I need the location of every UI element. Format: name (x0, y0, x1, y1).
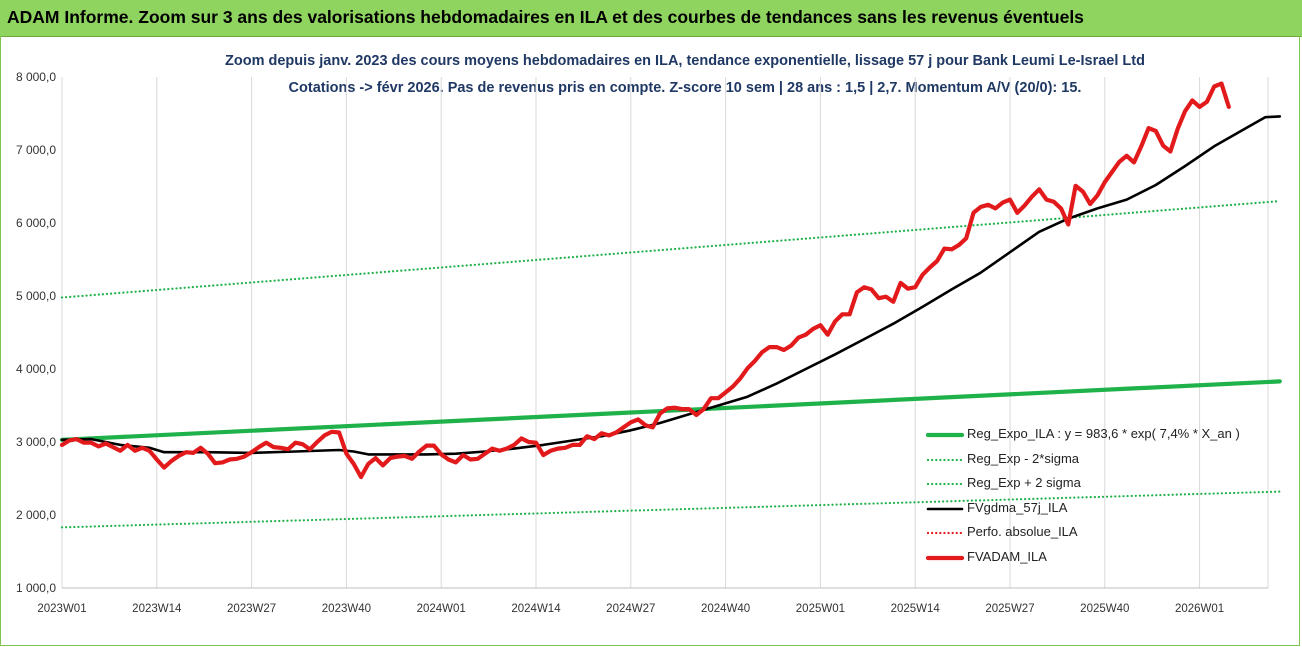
legend-swatch (925, 555, 965, 560)
banner-title: ADAM Informe. Zoom sur 3 ans des valoris… (7, 7, 1084, 27)
legend-label: FVADAM_ILA (967, 548, 1047, 564)
legend-label: Reg_Exp + 2 sigma (967, 475, 1081, 490)
legend-swatch (926, 458, 964, 461)
x-tick-label: 2024W14 (511, 603, 561, 615)
chart-title-line-2: Cotations -> févr 2026. Pas de revenus p… (288, 80, 1082, 96)
chart-frame (0, 36, 1300, 646)
y-tick-label: 6 000,0 (16, 216, 56, 230)
y-tick-label: 7 000,0 (16, 143, 56, 157)
series-line-5 (59, 81, 1231, 480)
legend-swatch (925, 432, 965, 438)
x-tick-label: 2023W01 (37, 603, 86, 615)
chart-title-line-1: Zoom depuis janv. 2023 des cours moyens … (225, 53, 1145, 69)
series-line-2 (60, 200, 1281, 299)
x-tick-label: 2023W27 (227, 603, 276, 615)
x-tick-label: 2026W01 (1175, 603, 1224, 615)
banner: ADAM Informe. Zoom sur 3 ans des valoris… (0, 0, 1302, 37)
legend-label: Reg_Exp - 2*sigma (967, 450, 1079, 466)
legend-swatch (926, 482, 964, 486)
y-tick-label: 5 000,0 (16, 289, 56, 303)
y-tick-label: 4 000,0 (16, 362, 56, 376)
x-tick-label: 2024W27 (606, 603, 655, 615)
y-tick-label: 2 000,0 (16, 508, 56, 522)
series-line-3 (60, 115, 1282, 456)
x-tick-label: 2025W27 (985, 603, 1034, 615)
x-tick-label: 2025W01 (796, 603, 845, 615)
x-tick-label: 2025W40 (1080, 603, 1129, 615)
y-tick-label: 8 000,0 (16, 70, 56, 84)
x-tick-label: 2024W40 (701, 603, 750, 615)
legend-swatch (926, 507, 964, 510)
y-tick-label: 1 000,0 (16, 581, 56, 595)
legend-label: FVgdma_57j_ILA (967, 499, 1068, 515)
legend-label: Reg_Expo_ILA : y = 983,6 * exp( 7,4% * X… (967, 426, 1240, 441)
series-line-1 (60, 490, 1281, 529)
x-tick-label: 2025W14 (891, 603, 941, 615)
x-tick-label: 2023W40 (322, 603, 371, 615)
x-tick-label: 2023W14 (132, 603, 182, 615)
x-tick-label: 2024W01 (417, 603, 466, 615)
legend-label: Perfo. absolue_ILA (967, 524, 1078, 539)
legend-swatch (926, 531, 964, 535)
y-tick-label: 3 000,0 (16, 435, 56, 449)
series-line-0 (59, 379, 1282, 442)
